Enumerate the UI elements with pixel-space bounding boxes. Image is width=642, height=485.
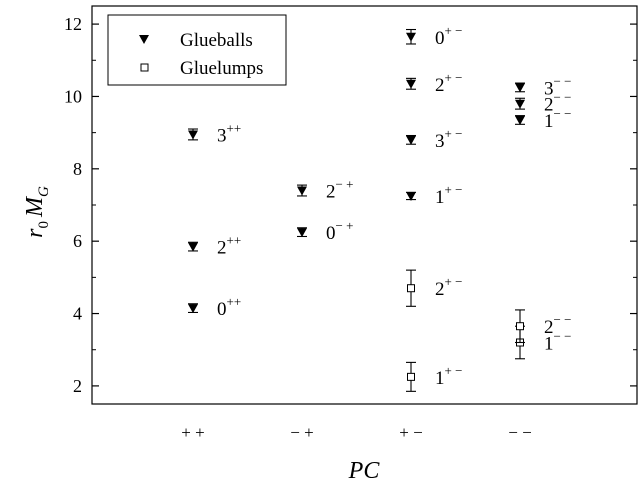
gluelump-point <box>407 284 415 293</box>
y-tick-label: 8 <box>73 159 82 179</box>
legend-box <box>107 14 287 86</box>
y-axis-title-sub0: 0 <box>36 221 52 229</box>
glueball-point <box>406 135 416 145</box>
state-label: 1− − <box>544 328 571 354</box>
state-label: 3− − <box>544 73 571 99</box>
x-axis-title: PC <box>348 458 381 484</box>
glueball-point <box>188 130 198 140</box>
y-tick-label: 6 <box>73 231 82 251</box>
y-tick-label: 10 <box>64 86 82 106</box>
state-label: 2+ − <box>435 70 462 96</box>
state-label: 0− + <box>326 218 353 244</box>
gluelump-point <box>516 322 524 331</box>
state-label: 2− − <box>544 312 571 338</box>
x-tick-label: − − <box>508 423 531 442</box>
y-tick-label: 2 <box>73 376 82 396</box>
y-axis: 2 4 6 8 10 12 <box>64 14 637 396</box>
state-label: 3++ <box>217 120 241 146</box>
y-axis-title-subg: G <box>36 186 52 197</box>
glueball-point <box>188 242 198 252</box>
glueball-point <box>406 191 416 201</box>
data-marks: 0++2++3++0− +2− +1+ −3+ −2+ −0+ −1− −2− … <box>188 23 571 392</box>
glueball-point <box>515 83 525 93</box>
y-axis-title-r: r <box>22 228 48 238</box>
legend: Glueballs Gluelumps <box>107 14 287 86</box>
x-axis: + + − + + − − − <box>181 423 531 442</box>
glueball-point <box>406 32 416 42</box>
y-tick-label: 4 <box>73 304 82 324</box>
state-label: 3+ − <box>435 126 462 152</box>
glueball-point <box>188 304 198 314</box>
svg-text:r0MG: r0 MG <box>22 186 52 238</box>
state-label: 0++ <box>217 294 241 320</box>
y-tick-label: 12 <box>64 14 82 34</box>
x-tick-label: + + <box>181 423 204 442</box>
x-tick-label: + − <box>399 423 422 442</box>
state-label: 2+ − <box>435 274 462 300</box>
state-label: 2− − <box>544 90 571 116</box>
gluelump-point <box>407 372 415 381</box>
glueball-point <box>406 79 416 89</box>
state-label: 1− − <box>544 106 571 132</box>
state-label: 2− + <box>326 177 353 203</box>
y-axis-title: r0 MG <box>22 186 52 238</box>
state-label: 1+ − <box>435 363 462 389</box>
state-label: 1+ − <box>435 182 462 208</box>
legend-gluelumps-marker <box>140 63 149 72</box>
legend-gluelumps-label: Gluelumps <box>180 58 263 79</box>
legend-glueballs-marker <box>139 35 149 44</box>
state-label: 0+ − <box>435 23 462 49</box>
glueball-point <box>515 115 525 125</box>
legend-glueballs-label: Glueballs <box>180 30 253 51</box>
glueball-point <box>515 99 525 109</box>
state-label: 2++ <box>217 233 241 259</box>
x-tick-label: − + <box>290 423 313 442</box>
y-axis-title-m: M <box>22 195 48 218</box>
glueball-point <box>297 228 307 238</box>
glueball-point <box>297 186 307 196</box>
